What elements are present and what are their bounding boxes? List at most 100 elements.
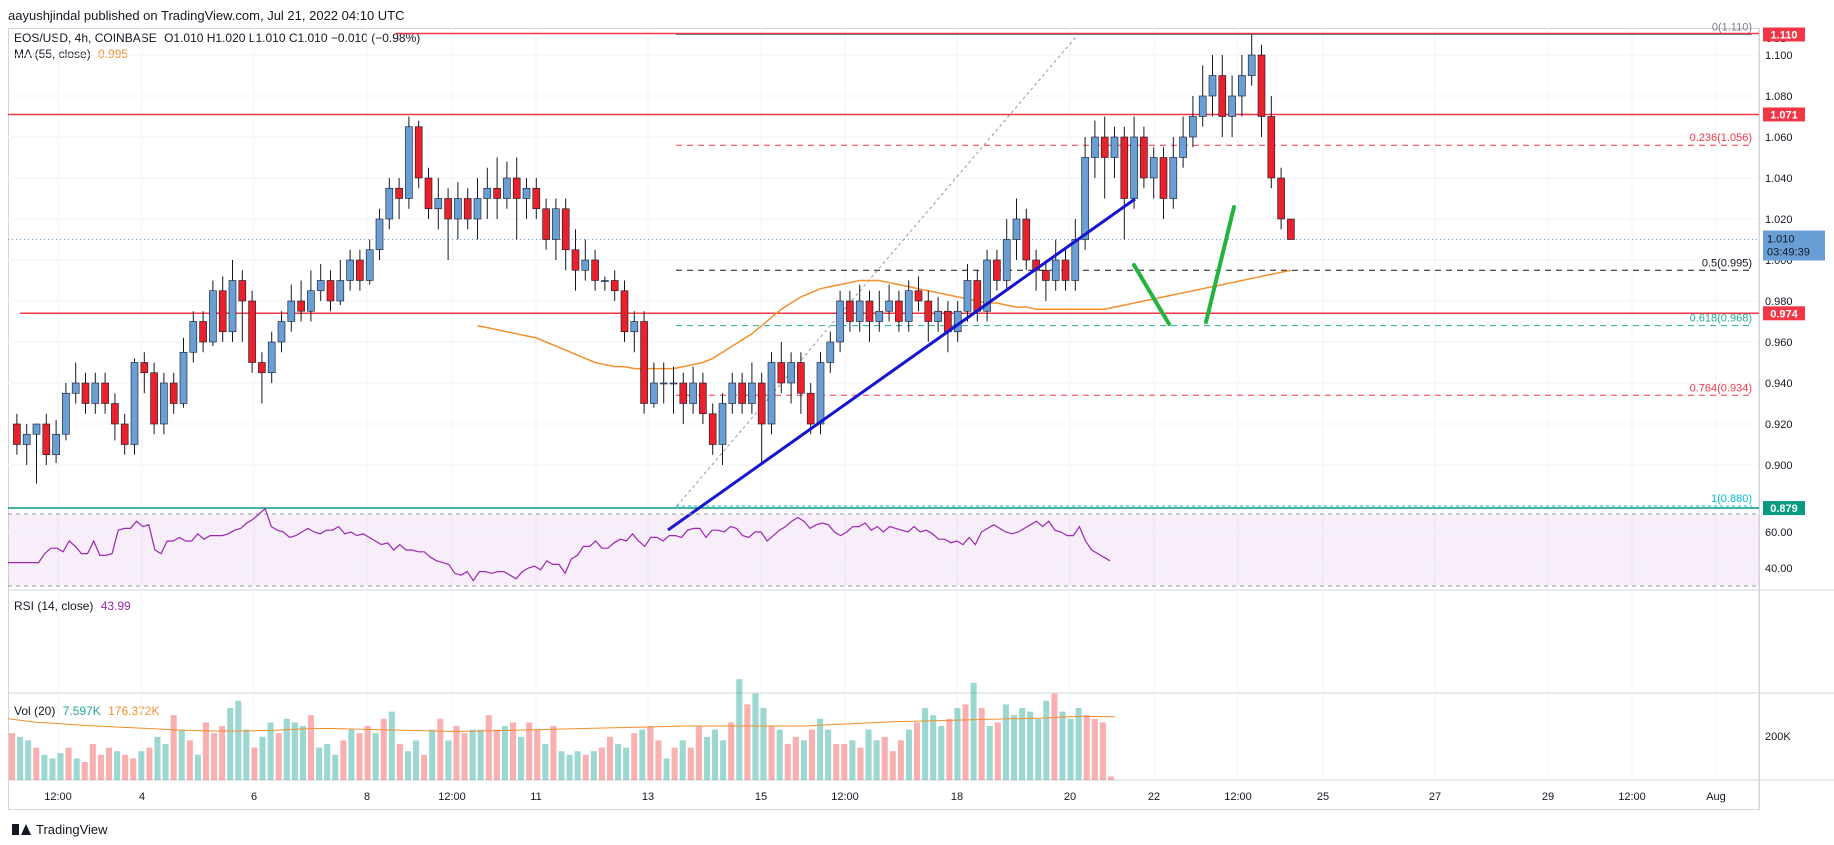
candle-up [816,362,825,425]
volume-bar [283,718,290,780]
volume-bar [194,754,201,780]
candle-up [1091,136,1099,158]
candle-down [542,208,550,240]
candle-down [865,300,874,322]
symbol-info[interactable]: EOS/USD, 4h, COINBASE [14,31,157,45]
candle-up [836,300,844,343]
time-tick-label: 4 [139,791,145,803]
candle-up [503,177,511,199]
time-tick-label: 18 [951,791,963,803]
volume-bar [404,751,412,780]
volume-bar [186,740,193,780]
candle-down [1022,218,1031,261]
candle-down [1042,269,1050,281]
candle-up [1238,75,1246,97]
volume-bar [1019,708,1026,780]
time-tick-label: 12:00 [438,791,466,803]
badge-low-bg [1763,501,1805,516]
volume-bar [1002,704,1009,780]
volume-bar [372,733,379,780]
volume-bar [695,726,702,780]
volume-bar [760,708,767,780]
volume-bar [340,740,347,780]
time-tick-label: 6 [251,791,257,803]
volume-bar [267,722,274,780]
fib-level-label: 0.236(1.056) [1690,132,1752,144]
candle-down [591,259,599,281]
badge-last-price: 1.010 [1767,234,1795,246]
volume-bar [1043,700,1050,780]
volume-bar [776,729,783,780]
fib-diagonal [676,34,1079,507]
badge-support: 0.974 [1770,308,1798,320]
volume-bar [558,751,565,780]
volume-bar [332,754,339,780]
volume-bar [930,715,937,780]
volume-bar [485,715,492,780]
rsi-tick-label: 60.00 [1765,527,1793,539]
volume-bar [582,754,589,780]
candle-down [444,198,452,220]
candle-down [561,208,570,251]
volume-bar [857,747,864,780]
candle-down [895,300,903,322]
badge-resistance-top: 1.110 [1771,30,1798,42]
rsi-label[interactable]: RSI (14, close) [14,599,94,613]
volume-bar [501,726,508,780]
candle-down [1277,177,1285,220]
volume-bar [865,729,872,780]
volume-bar [1027,711,1034,780]
volume-bar [251,747,258,780]
rsi-tick-label: 40.00 [1765,563,1793,575]
candle-up [659,382,668,385]
volume-bar [49,758,56,780]
volume-bar [817,718,824,780]
volume-bar [413,740,420,780]
vol-ma-value: 176.372K [108,704,160,718]
candle-down [101,382,109,404]
volume-bar [162,744,169,780]
vol-label[interactable]: Vol (20) [14,704,56,718]
volume-bar [808,729,816,780]
time-tick-label: 12:00 [1618,791,1646,803]
volume-bar [130,758,137,780]
volume-bar [922,708,929,780]
volume-bar [841,744,848,780]
time-tick-label: 8 [364,791,370,803]
candle-up [228,280,237,333]
candle-up [522,187,531,199]
volume-bar [114,751,121,780]
volume-bar [453,726,460,780]
rsi-band [8,514,1759,586]
price-tick-label: 0.960 [1765,337,1793,349]
ma-label[interactable]: MA (55, close) [14,47,91,61]
volume-bar [299,726,306,780]
candle-down [699,382,707,415]
volume-bar [219,726,226,780]
volume-bar [598,747,605,780]
rsi-legend: RSI (14, close) 43.99 [14,599,131,613]
vol-legend: Vol (20) 7.597K 176.372K [14,704,159,718]
volume-bar [356,733,363,780]
volume-bar [768,726,775,780]
badge-countdown: 03:49:39 [1767,247,1810,259]
candle-down [738,382,746,404]
candle-up [287,300,296,322]
volume-bar [833,744,840,780]
ma-legend: MA (55, close) 0.995 [14,47,128,61]
volume-bar [897,740,904,780]
price-tick-label: 1.100 [1765,50,1793,62]
volume-bar [9,733,16,780]
candle-down [757,382,766,425]
volume-bar [849,740,856,780]
badge-support-bg [1763,306,1805,321]
tradingview-logo-icon [12,824,31,835]
volume-bar [687,747,694,780]
time-tick-label: 29 [1542,791,1554,803]
candle-down [13,423,21,445]
candle-up [483,187,492,199]
candle-down [777,362,786,384]
candle-up [454,198,462,220]
tradingview-logo[interactable]: TradingView [12,822,108,837]
